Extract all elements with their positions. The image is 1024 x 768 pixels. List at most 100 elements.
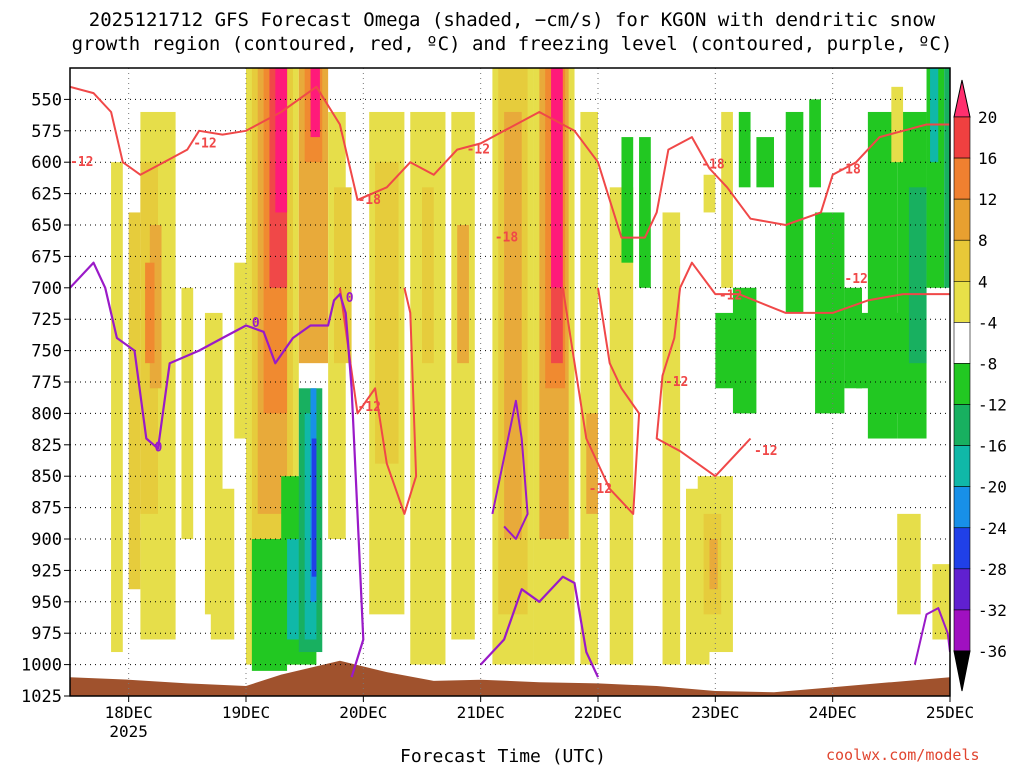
omega-band [457, 225, 469, 364]
y-tick-label: 875 [31, 499, 62, 519]
y-tick-label: 1000 [21, 656, 62, 676]
colorbar-segment [953, 568, 971, 611]
contour-label: -12 [589, 482, 612, 497]
colorbar-label: -28 [978, 560, 1007, 579]
y-tick-label: 700 [31, 279, 62, 299]
omega-band [287, 539, 299, 640]
omega-band [128, 212, 141, 590]
contour-label: -12 [357, 400, 380, 415]
colorbar-segment [953, 198, 971, 241]
y-tick-label: 975 [31, 624, 62, 644]
omega-band [662, 212, 681, 665]
omega-band [181, 287, 194, 539]
omega-band [944, 68, 950, 288]
y-tick-label: 1025 [21, 687, 62, 707]
colorbar-segment [953, 404, 971, 446]
x-tick-label: 22DEC [574, 703, 622, 722]
omega-band [709, 539, 718, 590]
omega-band [930, 68, 939, 163]
y-tick-label: 650 [31, 216, 62, 236]
colorbar-label: -4 [978, 313, 997, 332]
colorbar-label: -24 [978, 519, 1007, 538]
contour-labels: -12 -12 -18 -12 -12 -18 -12 -18 -12 -12 -12 -18 -12 0… [70, 136, 868, 496]
omega-band [145, 262, 155, 364]
x-tick-label: 18DEC [105, 703, 153, 722]
contour-label: -18 [837, 163, 861, 178]
grid-lines [70, 68, 951, 697]
omega-band [809, 99, 821, 188]
contour-label: -12 [844, 272, 867, 287]
omega-band [891, 86, 904, 163]
omega-band [703, 174, 716, 213]
omega-band [586, 413, 598, 514]
freezing-level-contour [70, 261, 365, 678]
colorbar-label: -16 [978, 437, 1007, 456]
contour-label: -18 [357, 193, 381, 208]
y-tick-label: 675 [31, 247, 62, 267]
colorbar-label: -32 [978, 601, 1007, 620]
title-line-2: growth region (contoured, red, ºC) and f… [71, 33, 953, 55]
x-tick-label: 25DEC [926, 703, 974, 722]
omega-band [908, 187, 927, 364]
omega-band [210, 488, 235, 640]
x-tick-label: 20DEC [339, 703, 387, 722]
omega-band [609, 187, 634, 665]
y-axis-ticks: 550 575 600 625 650 675 700 725 750 775 800 825 850 8… [21, 90, 70, 707]
x-tick-label: 24DEC [809, 703, 857, 722]
contour-label: 0 [346, 291, 354, 306]
y-tick-label: 900 [31, 530, 62, 550]
omega-band [451, 111, 475, 640]
x-tick-label: 23DEC [691, 703, 739, 722]
contour-label: -12 [754, 444, 777, 459]
chart-title: 2025121712 GFS Forecast Omega (shaded, −… [0, 8, 1024, 56]
freezing-level-contour-2 [479, 575, 599, 678]
colorbar-top-arrow [953, 79, 971, 118]
omega-band [580, 111, 598, 665]
y-tick-label: 775 [31, 373, 62, 393]
omega-band [932, 564, 950, 640]
y-tick-label: 825 [31, 436, 62, 456]
snow-growth-contour-low [561, 287, 641, 515]
x-tick-label: 19DEC [222, 703, 270, 722]
omega-band [504, 111, 522, 540]
colorbar-segment [953, 116, 971, 159]
colorbar-segment [953, 363, 971, 405]
omega-band [732, 287, 757, 414]
terrain-fill [70, 660, 950, 696]
omega-band [275, 68, 288, 213]
y-tick-label: 950 [31, 593, 62, 613]
colorbar-segment [953, 157, 971, 200]
snow-growth-contour-right [679, 261, 950, 314]
snow-growth-contour-right-low [655, 287, 752, 478]
omega-band [311, 438, 317, 577]
omega-shading [111, 68, 950, 671]
contour-label: -12 [70, 155, 93, 170]
y-tick-label: 625 [31, 185, 62, 205]
y-tick-label: 750 [31, 342, 62, 362]
snow-growth-contour-top [70, 85, 950, 239]
y-tick-label: 800 [31, 404, 62, 424]
colorbar-label: 20 [978, 108, 997, 127]
contour-label: 0 [154, 440, 162, 455]
y-tick-label: 850 [31, 467, 62, 487]
colorbar-segment [953, 609, 971, 652]
x-tick-label: 21DEC [457, 703, 505, 722]
omega-band [897, 513, 921, 615]
freezing-level-contour-3 [491, 399, 529, 540]
colorbar-segment [953, 239, 971, 282]
y-tick-label: 550 [31, 90, 62, 110]
colorbar: 20 16 12 8 4 -4 -8 -12 -16 -20 -24 -28 -32 -36 [953, 79, 1007, 692]
colorbar-label: -36 [978, 642, 1007, 661]
colorbar-label: 12 [978, 190, 997, 209]
contour-label: -12 [719, 288, 742, 303]
colorbar-label: 4 [978, 272, 988, 291]
omega-band [551, 68, 563, 288]
contour-lines [70, 85, 950, 678]
omega-band [149, 225, 162, 389]
omega-band [334, 187, 352, 364]
colorbar-bottom-arrow [953, 650, 971, 692]
omega-band [621, 137, 634, 263]
y-tick-label: 925 [31, 561, 62, 581]
omega-band [551, 287, 563, 364]
